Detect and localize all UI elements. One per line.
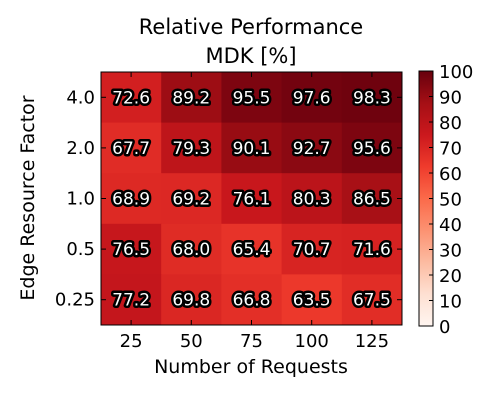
heatmap-cell <box>281 72 343 124</box>
y-axis-ticks: 4.0 2.0 1.0 0.5 0.25 <box>55 87 402 311</box>
heatmap-cell <box>281 173 343 225</box>
heatmap-cell <box>101 223 162 275</box>
heatmap-cell <box>281 122 343 174</box>
chart-subtitle: MDK [%] <box>205 44 296 68</box>
heatmap-cell <box>341 173 403 225</box>
y-axis-label: Edge Resource Factor <box>17 95 39 300</box>
x-tick-label: 25 <box>120 331 143 352</box>
heatmap-cell <box>161 72 222 124</box>
heatmap-cell <box>161 223 222 275</box>
cell-value-label: 65.4 <box>233 240 271 260</box>
heatmap-cell <box>221 122 283 174</box>
colorbar-ticks: 0 10 20 30 40 50 60 70 80 90 100 <box>429 62 473 338</box>
heatmap-cell <box>161 122 222 174</box>
cell-value-label: 97.6 <box>293 88 331 108</box>
y-tick-label: 2.0 <box>66 138 95 159</box>
heatmap-cell <box>221 223 283 275</box>
cell-value-label: 69.8 <box>172 291 210 311</box>
colorbar-tick-label: 30 <box>439 241 462 262</box>
cell-value-label: 71.6 <box>353 240 391 260</box>
y-tick-label: 1.0 <box>66 189 95 210</box>
cell-value-label: 86.5 <box>353 190 391 210</box>
cell-value-label: 92.7 <box>293 139 331 159</box>
cell-value-label: 68.9 <box>112 190 150 210</box>
cell-value-label: 67.7 <box>112 139 150 159</box>
heatmap-cell <box>161 274 222 326</box>
x-axis-ticks: 25 50 75 100 125 <box>120 72 389 352</box>
heatmap-cells: 72.6 89.2 95.5 97.6 98.3 67.7 79.3 90.1 92.7 95.6… <box>101 72 403 326</box>
x-axis-label: Number of Requests <box>154 356 348 378</box>
cell-value-label: 70.7 <box>293 240 331 260</box>
y-tick-label: 0.25 <box>55 290 95 311</box>
colorbar-tick-label: 20 <box>439 266 462 287</box>
x-tick-label: 50 <box>180 331 203 352</box>
x-tick-label: 125 <box>355 331 389 352</box>
colorbar-tick-label: 70 <box>439 139 462 160</box>
chart-title: Relative Performance <box>139 15 363 39</box>
cell-value-label: 95.6 <box>353 139 391 159</box>
cell-value-label: 79.3 <box>172 139 210 159</box>
y-tick-label: 0.5 <box>66 239 95 260</box>
heatmap-cell <box>341 274 403 326</box>
heatmap-cell <box>161 173 222 225</box>
cell-value-label: 68.0 <box>172 240 210 260</box>
cell-value-label: 80.3 <box>293 190 331 210</box>
colorbar-tick-label: 90 <box>439 88 462 109</box>
heatmap-cell <box>101 274 162 326</box>
cell-value-label: 76.5 <box>112 240 150 260</box>
heatmap-cell <box>341 223 403 275</box>
cell-value-label: 63.5 <box>293 291 331 311</box>
cell-value-label: 98.3 <box>353 88 391 108</box>
cell-value-label: 95.5 <box>233 88 271 108</box>
heatmap-cell <box>101 173 162 225</box>
colorbar-tick-label: 0 <box>439 317 450 338</box>
colorbar-tick-label: 40 <box>439 215 462 236</box>
heatmap-cell <box>281 274 343 326</box>
cell-value-label: 89.2 <box>172 88 210 108</box>
cell-value-label: 66.8 <box>233 291 271 311</box>
heatmap-cell <box>221 274 283 326</box>
colorbar-tick-label: 10 <box>439 292 462 313</box>
heatmap-cell <box>341 72 403 124</box>
colorbar-tick-label: 80 <box>439 113 462 134</box>
heatmap-cell <box>341 122 403 174</box>
cell-value-label: 72.6 <box>112 88 150 108</box>
cell-value-label: 69.2 <box>172 190 210 210</box>
x-tick-label: 100 <box>295 331 329 352</box>
heatmap-cell <box>101 122 162 174</box>
heatmap-cell <box>101 72 162 124</box>
heatmap-cell <box>221 173 283 225</box>
cell-value-label: 76.1 <box>233 190 271 210</box>
cell-value-label: 67.5 <box>353 291 391 311</box>
cell-value-label: 77.2 <box>112 291 150 311</box>
heatmap-cell <box>221 72 283 124</box>
colorbar-tick-label: 50 <box>439 190 462 211</box>
x-tick-label: 75 <box>240 331 263 352</box>
cell-value-label: 90.1 <box>233 139 271 159</box>
colorbar-tick-label: 100 <box>439 62 473 83</box>
colorbar-tick-label: 60 <box>439 164 462 185</box>
heatmap-cell <box>281 223 343 275</box>
y-tick-label: 4.0 <box>66 87 95 108</box>
